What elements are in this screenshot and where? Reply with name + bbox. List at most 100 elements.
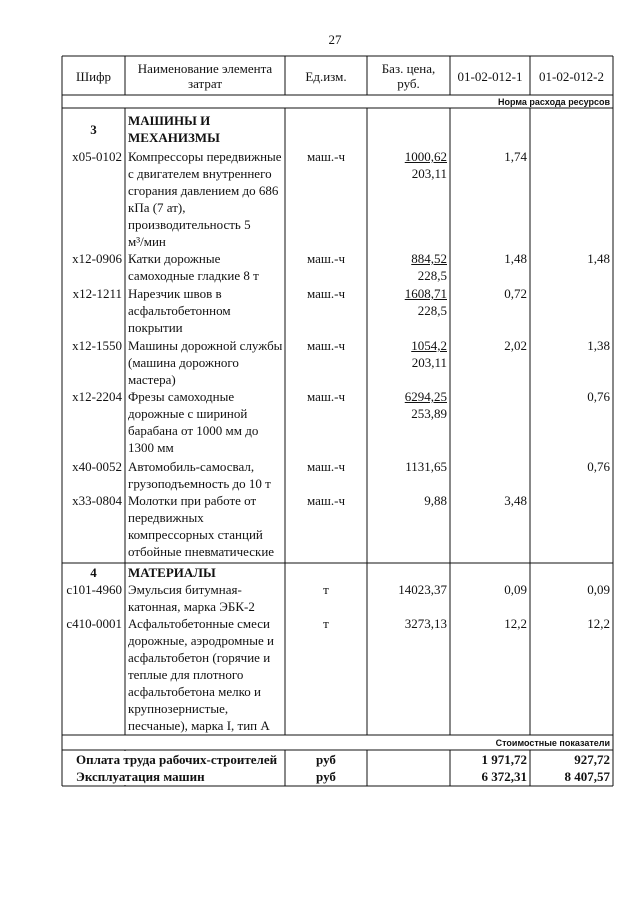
price: 884,52 [411, 251, 447, 266]
price: 14023,37 [398, 582, 447, 597]
unit: маш.-ч [306, 389, 346, 404]
resource-name: Нарезчик швов в [128, 286, 222, 301]
norm-label: Норма расхода ресурсов [498, 97, 610, 107]
page-number: 27 [328, 32, 342, 47]
norm-value: 0,09 [504, 582, 527, 597]
price: 1000,62 [404, 149, 447, 164]
resource-name: песчаные), марка I, тип А [128, 718, 270, 733]
norm-value: 12,2 [504, 616, 527, 631]
resource-name: с двигателем внутреннего [128, 166, 272, 181]
resource-code: х12-1211 [72, 286, 122, 301]
total-name: Эксплуатация машин [76, 769, 205, 784]
norm-value: 3,48 [504, 493, 527, 508]
norm-value: 1,74 [504, 149, 527, 164]
norm-value: 1,38 [587, 338, 610, 353]
resource-name: Асфальтобетонные смеси [128, 616, 270, 631]
resource-name: асфальтобетона мелко и [128, 684, 261, 699]
norm-value: 12,2 [587, 616, 610, 631]
section-number: 3 [90, 121, 97, 137]
total-name: Оплата труда рабочих-строителей [76, 752, 278, 767]
resource-code: х40-0052 [72, 459, 122, 474]
price-index: 203,11 [411, 166, 447, 181]
section-number: 4 [90, 565, 97, 580]
resource-code: х05-0102 [72, 149, 122, 164]
unit: маш.-ч [306, 149, 346, 164]
resource-name: Фрезы самоходные [128, 389, 235, 404]
resource-name: Молотки при работе от [128, 493, 257, 508]
merge-cover [123, 751, 127, 785]
norm-value: 1,48 [587, 251, 610, 266]
resource-name: дорожные, аэродромные и [128, 633, 274, 648]
unit: маш.-ч [306, 286, 346, 301]
resource-name: самоходные гладкие 8 т [128, 268, 259, 283]
price-index: 203,11 [411, 355, 447, 370]
norm-value: 0,72 [504, 286, 527, 301]
resource-name: 1300 мм [128, 440, 174, 455]
price-index: 228,5 [417, 268, 447, 283]
resource-code: с101-4960 [66, 582, 122, 597]
unit: т [323, 616, 329, 631]
unit: маш.-ч [306, 459, 346, 474]
resource-name: производительность 5 [128, 217, 251, 232]
price: 1608,71 [404, 286, 447, 301]
unit: маш.-ч [306, 251, 346, 266]
total-value: 6 372,31 [481, 769, 528, 784]
unit: маш.-ч [306, 338, 346, 353]
resource-code: х33-0804 [72, 493, 122, 508]
norm-value: 0,76 [587, 389, 610, 404]
cost-label: Стоимостные показатели [495, 738, 610, 748]
resource-code: с410-0001 [66, 616, 122, 631]
unit: маш.-ч [306, 493, 346, 508]
unit: т [323, 582, 329, 597]
price-index: 253,89 [411, 406, 447, 421]
resource-name: покрытии [128, 320, 183, 335]
resource-name: Автомобиль-самосвал, [128, 459, 255, 474]
price: 6294,25 [404, 389, 447, 404]
resource-name: передвижных [128, 510, 204, 525]
header-cell: 01-02-012-1 [457, 68, 523, 84]
section-title: МЕХАНИЗМЫ [128, 130, 220, 145]
header-cell: Баз. цена, руб. [381, 61, 436, 91]
resource-name: м³/мин [128, 234, 166, 249]
resource-code: х12-2204 [72, 389, 122, 404]
resource-name: Эмульсия битумная- [128, 582, 242, 597]
resource-name: дорожные с шириной [128, 406, 248, 421]
resource-name: компрессорных станций [128, 527, 263, 542]
resource-name: Катки дорожные [128, 251, 221, 266]
norm-value: 0,09 [587, 582, 610, 597]
resource-name: крупнозернистые, [128, 701, 229, 716]
header-cell: Ед.изм. [305, 68, 347, 84]
unit: руб [316, 752, 336, 767]
resource-name: мастера) [128, 372, 176, 387]
resource-name: барабана от 1000 мм до [128, 423, 259, 438]
total-value: 927,72 [574, 752, 610, 767]
section-title: МАТЕРИАЛЫ [128, 565, 216, 580]
resource-name: отбойные пневматические [128, 544, 275, 559]
header-cell: Наименование элемента затрат [137, 61, 273, 91]
resource-code: х12-0906 [72, 251, 122, 266]
resource-name: (машина дорожного [128, 355, 239, 370]
norm-value: 0,76 [587, 459, 610, 474]
resource-name: Машины дорожной службы [128, 338, 283, 353]
resource-name: Компрессоры передвижные [128, 149, 282, 164]
resource-name: асфальтобетон (горячие и [128, 650, 271, 665]
price: 1054,2 [411, 338, 447, 353]
resource-name: асфальтобетонном [128, 303, 231, 318]
norm-value: 1,48 [504, 251, 527, 266]
resource-code: х12-1550 [72, 338, 122, 353]
price: 9,88 [424, 493, 447, 508]
total-value: 1 971,72 [481, 752, 528, 767]
resource-name: сгорания давлением до 686 [128, 183, 279, 198]
price-index: 228,5 [417, 303, 447, 318]
resource-name: катонная, марка ЭБК-2 [128, 599, 255, 614]
price: 3273,13 [404, 616, 447, 631]
unit: руб [316, 769, 336, 784]
resource-name: кПа (7 ат), [128, 200, 186, 215]
header-cell: 01-02-012-2 [539, 68, 604, 84]
resource-name: грузоподъемность до 10 т [128, 476, 271, 491]
norm-value: 2,02 [504, 338, 527, 353]
price: 1131,65 [405, 459, 447, 474]
resource-name: теплые для плотного [128, 667, 244, 682]
